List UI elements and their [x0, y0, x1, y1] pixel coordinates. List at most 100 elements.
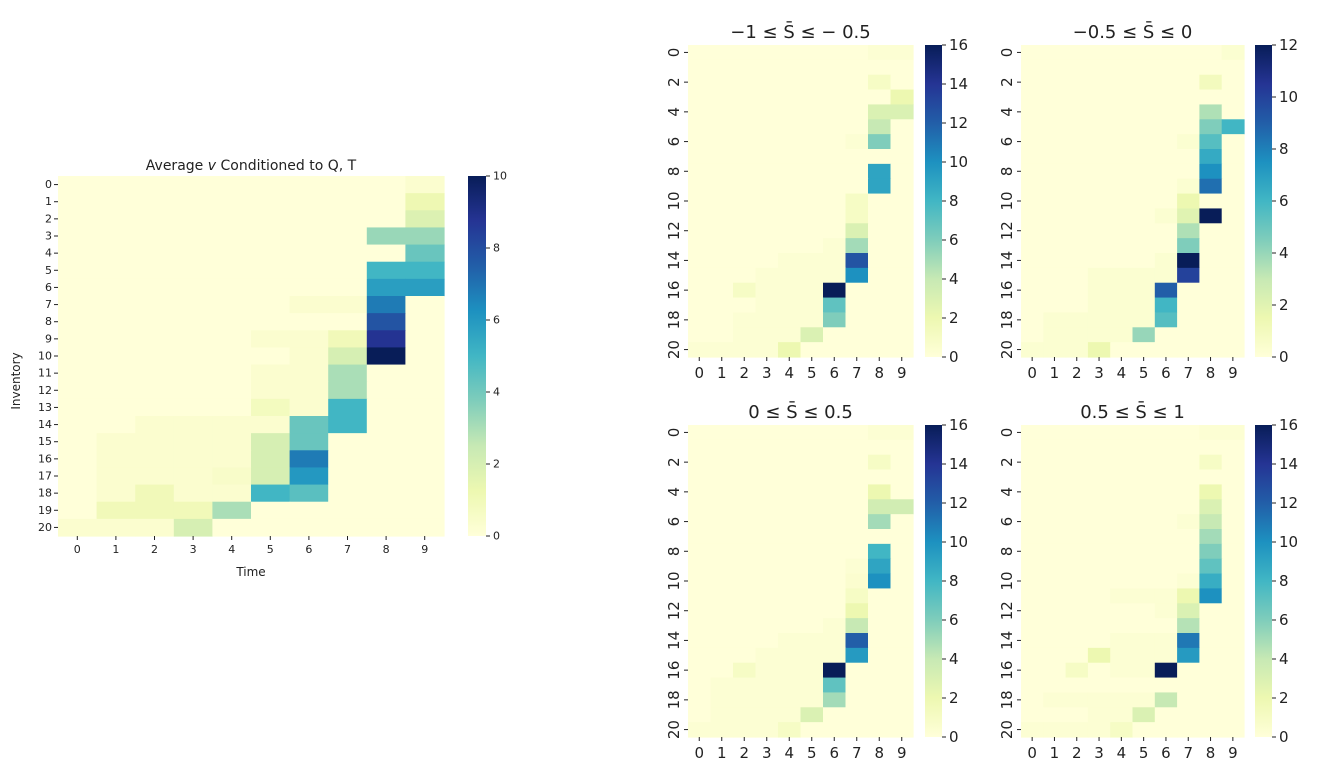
y-tick-label: 6 — [665, 137, 683, 147]
heatmap-cell — [1221, 707, 1245, 723]
heatmap-cell — [328, 227, 368, 246]
x-tick-label: 2 — [1072, 744, 1082, 762]
heatmap-cell — [1110, 253, 1134, 269]
heatmap-cell — [135, 518, 175, 537]
heatmap-cell — [688, 89, 712, 106]
x-tick-label: 5 — [1139, 364, 1149, 382]
heatmap-cell — [96, 467, 136, 486]
heatmap-cell — [755, 89, 779, 106]
heatmap-cell — [1110, 193, 1134, 210]
heatmap-cell — [1199, 59, 1223, 76]
colorbar-tick-label: 14 — [949, 455, 968, 473]
heatmap-cell — [58, 210, 98, 229]
heatmap-cell — [405, 381, 445, 400]
y-tick-label: 16 — [38, 452, 52, 465]
heatmap-cell — [1043, 588, 1067, 604]
heatmap-cell — [1199, 529, 1223, 545]
x-tick-label: 1 — [1050, 364, 1060, 382]
y-tick-label: 12 — [665, 221, 683, 240]
heatmap-cell — [1087, 425, 1111, 441]
y-tick-label: 0 — [45, 178, 52, 191]
heatmap-cell — [1021, 603, 1044, 619]
heatmap-cell — [1087, 588, 1111, 604]
heatmap-cell — [823, 514, 847, 530]
heatmap-cell — [755, 425, 779, 441]
heatmap-cell — [868, 312, 892, 328]
heatmap-cell — [823, 104, 847, 120]
heatmap-cell — [733, 253, 757, 269]
heatmap-cell — [1177, 469, 1200, 486]
heatmap-cell — [173, 193, 213, 211]
heatmap-cell — [1221, 297, 1245, 314]
heatmap-cell — [289, 416, 329, 434]
heatmap-cell — [710, 573, 734, 590]
heatmap-cell — [289, 278, 329, 297]
heatmap-cell — [733, 134, 757, 150]
heatmap-cell — [710, 253, 734, 269]
heatmap-cell — [1177, 499, 1200, 515]
heatmap-cell — [212, 450, 252, 469]
heatmap-cell — [289, 467, 329, 486]
heatmap-cell — [710, 454, 734, 471]
heatmap-cell — [289, 330, 329, 349]
heatmap-cell — [868, 469, 892, 486]
heatmap-cell — [733, 633, 757, 649]
heatmap-cell — [778, 454, 802, 471]
heatmap-cell — [733, 193, 757, 210]
heatmap-cell — [778, 484, 802, 500]
x-tick-label: 1 — [717, 744, 727, 762]
heatmap-cell — [1221, 543, 1245, 560]
heatmap-cell — [823, 282, 847, 299]
heatmap-cell — [890, 45, 914, 61]
heatmap-cell — [1221, 633, 1245, 649]
heatmap-cell — [1021, 312, 1044, 328]
heatmap-cell — [1221, 573, 1245, 590]
y-tick-label: 14 — [665, 631, 683, 650]
heatmap-cell — [1199, 707, 1223, 723]
heatmap-cell — [1132, 297, 1156, 314]
heatmap-cell — [1132, 134, 1156, 150]
heatmap-cell — [1132, 163, 1156, 180]
heatmap-cell — [733, 543, 757, 560]
heatmap-cell — [1199, 119, 1223, 135]
heatmap-cell — [1043, 89, 1067, 106]
heatmap-cell — [823, 677, 847, 694]
heatmap-cell — [755, 253, 779, 269]
heatmap-cell — [1177, 282, 1200, 299]
heatmap-cell — [1087, 484, 1111, 500]
heatmap-cell — [58, 227, 98, 246]
heatmap-cell — [733, 45, 757, 61]
heatmap-cell — [800, 267, 824, 284]
heatmap-cell — [868, 707, 892, 723]
heatmap-cell — [1177, 573, 1200, 590]
heatmap-cell — [405, 467, 445, 486]
heatmap-cell — [823, 543, 847, 560]
heatmap-cell — [778, 633, 802, 649]
heatmap-cell — [800, 603, 824, 619]
heatmap-cell — [1110, 425, 1134, 441]
heatmap-cell — [688, 529, 712, 545]
heatmap-cell — [1043, 454, 1067, 471]
heatmap-cell — [289, 398, 329, 417]
heatmap-cell — [890, 163, 914, 180]
heatmap-cell — [328, 501, 368, 520]
heatmap-cell — [1154, 163, 1178, 180]
heatmap-cell — [251, 433, 291, 451]
y-tick-label: 13 — [38, 401, 52, 414]
heatmap-cell — [251, 467, 291, 486]
heatmap-cell — [173, 467, 213, 486]
heatmap-cell — [868, 662, 892, 679]
heatmap-cell — [755, 662, 779, 679]
y-tick-label: 10 — [998, 571, 1016, 590]
x-tick-label: 3 — [1094, 364, 1104, 382]
heatmap-cell — [845, 469, 869, 486]
heatmap-cell — [710, 618, 734, 634]
heatmap-cell — [1065, 149, 1089, 165]
heatmap-cell — [733, 425, 757, 441]
heatmap-cell — [1110, 469, 1134, 486]
heatmap-cell — [405, 176, 445, 194]
heatmap-cell — [1043, 618, 1067, 634]
heatmap-cell — [755, 45, 779, 61]
heatmap-cell — [868, 74, 892, 91]
y-tick-label: 10 — [998, 191, 1016, 210]
